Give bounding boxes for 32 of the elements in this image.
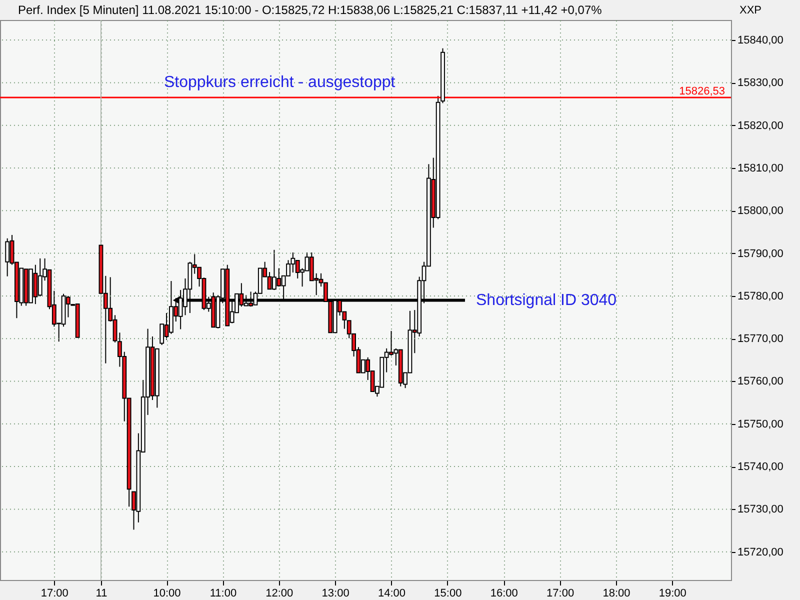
y-tick-label: 15840,00 (738, 34, 784, 47)
y-tick-label: 15810,00 (738, 162, 784, 174)
x-tick-label: 13:00 (322, 588, 350, 600)
x-tick-label: 17:00 (40, 588, 68, 600)
x-tick-label: 18:00 (602, 588, 630, 600)
y-tick-label: 15800,00 (738, 205, 784, 218)
annotation: Stoppkurs erreicht - ausgestoppt (164, 74, 396, 91)
candlestick (5, 238, 10, 277)
ref-line-label: Shortsignal ID 3040 (476, 292, 617, 310)
x-tick-label: 11:00 (210, 588, 237, 600)
x-tick-label: 10:00 (153, 588, 181, 600)
ref-line-label: 15826,53 (679, 85, 725, 98)
y-tick-label: 15830,00 (738, 77, 784, 90)
x-tick-label: 11 (96, 588, 108, 600)
candlestick (160, 324, 164, 346)
y-tick-label: 15750,00 (738, 418, 784, 430)
y-tick-label: 15770,00 (738, 333, 784, 346)
x-tick-label: 12:00 (266, 588, 294, 600)
x-tick-label: 14:00 (378, 588, 406, 600)
y-axis-title: XXP (740, 4, 762, 16)
x-tick-label: 17:00 (546, 588, 574, 600)
chart-title: Perf. Index [5 Minuten] 11.08.2021 15:10:00 - O:15825,72 H:15838,06 L:15825,21 C:15837,11 +11,42 +0,07% (18, 3, 602, 17)
y-tick-label: 15790,00 (738, 248, 784, 260)
y-tick-label: 15820,00 (738, 120, 784, 132)
y-tick-label: 15740,00 (738, 461, 784, 474)
x-tick-label: 16:00 (490, 588, 518, 600)
y-tick-label: 15720,00 (738, 546, 784, 558)
x-tick-label: 19:00 (658, 588, 686, 600)
x-tick-label: 15:00 (434, 588, 462, 600)
y-tick-label: 15780,00 (738, 290, 784, 302)
y-tick-label: 15760,00 (738, 376, 784, 388)
y-tick-label: 15730,00 (738, 504, 784, 516)
